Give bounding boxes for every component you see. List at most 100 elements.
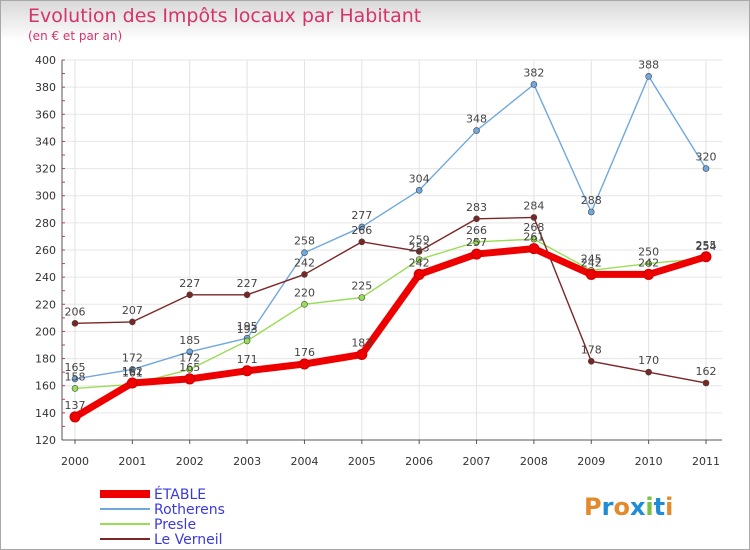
x-tick-label: 2010 (635, 455, 663, 468)
data-label: 162 (122, 365, 143, 378)
legend-label-ÉTABLE: ÉTABLE (154, 486, 206, 503)
brand-letter: i (665, 493, 673, 521)
x-tick-label: 2003 (233, 455, 261, 468)
data-point (473, 127, 480, 134)
y-tick-label: 140 (35, 407, 56, 420)
data-label: 162 (696, 365, 717, 378)
data-label: 254 (696, 240, 717, 253)
legend-label-Rotherens: Rotherens (154, 502, 225, 518)
data-label: 183 (351, 337, 372, 350)
data-point (645, 368, 652, 376)
x-tick-label: 2000 (61, 455, 89, 468)
brand-letter: x (630, 493, 646, 521)
data-label: 206 (65, 305, 86, 318)
data-point (129, 366, 136, 373)
data-point (585, 268, 597, 280)
data-label: 172 (122, 351, 143, 364)
data-point (301, 300, 308, 308)
data-label: 220 (294, 286, 315, 299)
data-label: 165 (179, 361, 200, 374)
y-tick-label: 220 (35, 298, 56, 311)
x-tick-label: 2008 (520, 455, 548, 468)
data-point (358, 223, 366, 231)
legend-label-Le Verneil: Le Verneil (154, 532, 223, 548)
y-tick-label: 180 (35, 353, 56, 366)
data-label: 242 (409, 256, 430, 269)
x-tick-label: 2011 (692, 455, 720, 468)
brand-letter: i (645, 493, 653, 521)
data-point (413, 268, 425, 280)
data-label: 195 (237, 320, 258, 333)
x-tick-label: 2004 (290, 455, 318, 468)
data-point (298, 358, 310, 370)
data-label: 382 (523, 66, 544, 79)
series-line-Presle (74, 238, 707, 390)
data-point (702, 165, 710, 172)
x-tick-label: 2001 (118, 455, 146, 468)
data-label: 176 (294, 346, 315, 359)
brand-letter: t (654, 493, 665, 521)
data-label: 348 (466, 113, 487, 126)
data-label: 388 (638, 58, 659, 71)
series-line-Rotherens (74, 75, 707, 380)
data-point (186, 291, 194, 299)
data-label: 250 (638, 246, 659, 259)
data-point (471, 248, 483, 260)
data-point (473, 215, 480, 223)
data-label: 137 (65, 399, 86, 412)
data-point (700, 251, 712, 263)
data-point (129, 318, 136, 326)
data-point (530, 235, 538, 243)
data-label: 320 (696, 151, 717, 164)
data-label: 171 (237, 353, 258, 366)
data-label: 161 (122, 366, 143, 379)
data-label: 288 (581, 194, 602, 207)
data-point (186, 366, 194, 373)
data-point (645, 260, 652, 267)
data-point (241, 365, 253, 377)
data-label: 266 (466, 224, 487, 237)
y-tick-label: 280 (35, 217, 56, 230)
data-label: 242 (581, 256, 602, 269)
data-point (358, 294, 366, 301)
data-point (71, 385, 79, 392)
data-point (530, 81, 538, 88)
data-label: 227 (179, 277, 200, 290)
y-tick-label: 300 (35, 190, 56, 203)
data-label: 259 (409, 233, 430, 246)
data-label: 158 (65, 370, 86, 383)
data-label: 227 (237, 277, 258, 290)
data-point (473, 238, 480, 246)
data-label: 172 (179, 351, 200, 364)
data-label: 242 (294, 256, 315, 269)
data-point (643, 268, 655, 280)
data-label: 225 (351, 280, 372, 293)
x-tick-label: 2006 (405, 455, 433, 468)
data-point (702, 379, 710, 387)
data-point (71, 375, 79, 383)
y-tick-label: 200 (35, 325, 56, 338)
y-tick-label: 340 (35, 135, 56, 148)
data-point (184, 373, 196, 385)
data-point (301, 249, 308, 257)
data-label: 185 (179, 334, 200, 347)
data-label: 255 (696, 239, 717, 252)
x-tick-label: 2007 (463, 455, 491, 468)
data-label: 284 (523, 199, 544, 212)
y-tick-label: 160 (35, 380, 56, 393)
legend-label-Presle: Presle (154, 517, 196, 533)
series-line-ÉTABLE (71, 245, 710, 421)
data-point (530, 214, 538, 221)
data-label: 283 (466, 201, 487, 214)
data-label: 258 (294, 235, 315, 248)
data-point (69, 411, 81, 423)
data-label: 170 (638, 354, 659, 367)
data-point (243, 291, 251, 299)
data-point (587, 208, 595, 216)
data-label: 193 (237, 323, 258, 336)
brand-letter: P (584, 493, 602, 521)
data-point (356, 349, 368, 360)
data-point (415, 248, 423, 255)
y-tick-label: 260 (35, 244, 56, 257)
